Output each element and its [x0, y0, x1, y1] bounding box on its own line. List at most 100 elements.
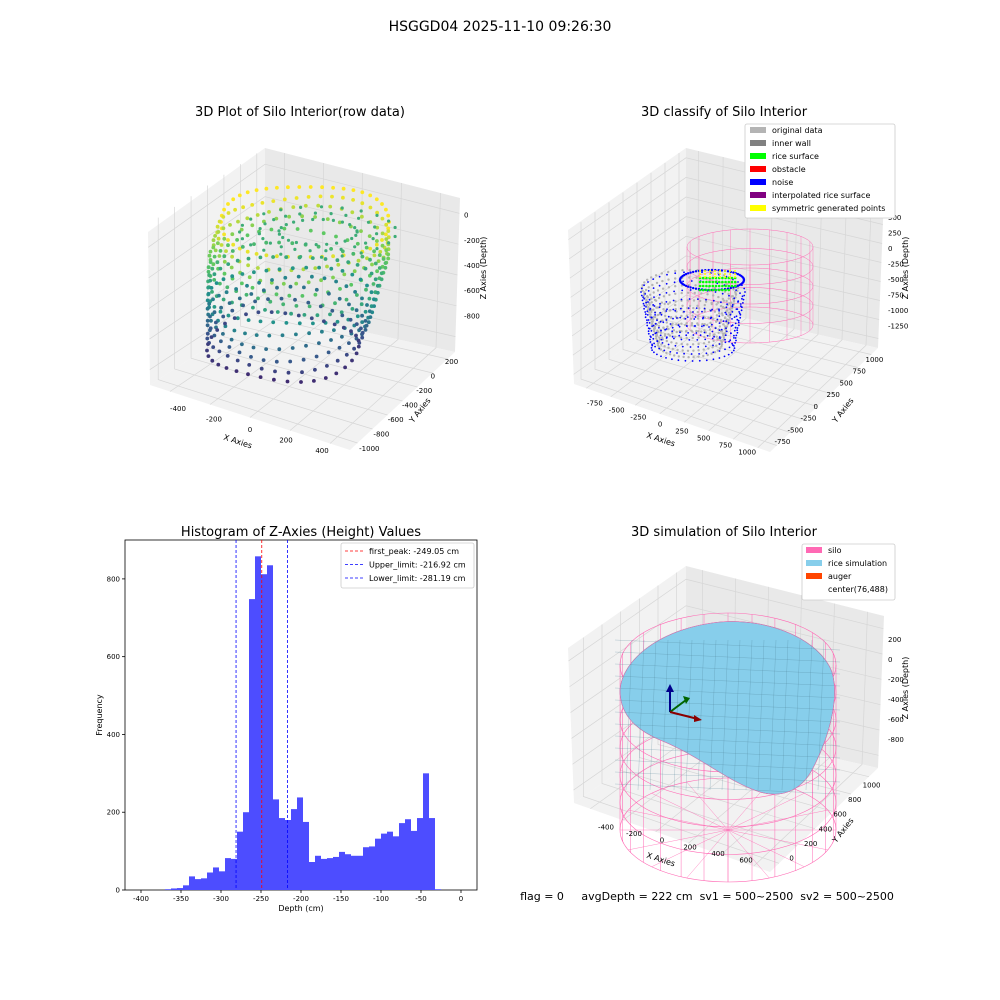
- point-original: [723, 325, 727, 328]
- point-noise: [645, 306, 647, 308]
- point-noise: [705, 359, 708, 362]
- point-rice-surface: [733, 280, 737, 284]
- histogram-bar: [417, 818, 423, 890]
- point-original: [681, 269, 684, 272]
- point-original: [720, 341, 723, 344]
- scatter-point: [312, 379, 316, 383]
- point-noise: [677, 324, 680, 327]
- point-noise: [729, 286, 732, 290]
- point-noise: [705, 352, 708, 355]
- legend-label: original data: [772, 126, 823, 135]
- scatter-point: [363, 328, 368, 332]
- point-noise: [652, 333, 654, 336]
- point-original: [730, 295, 733, 298]
- scatter-point: [217, 254, 222, 258]
- point-noise: [712, 299, 715, 302]
- z-tick-label: -1000: [888, 307, 908, 315]
- scatter-point: [299, 380, 303, 384]
- grid-line-y: [174, 206, 373, 430]
- scatter-point: [226, 238, 230, 242]
- scatter-point: [316, 203, 321, 208]
- x-tick-label: 250: [675, 428, 688, 436]
- point-noise: [652, 324, 655, 327]
- scatter-point: [377, 266, 382, 270]
- point-original: [682, 355, 685, 359]
- scatter-point: [360, 254, 365, 259]
- point-noise: [672, 317, 674, 320]
- surface-mesh-line: [614, 735, 841, 747]
- panel1-points: [205, 185, 397, 384]
- point-noise: [642, 302, 645, 305]
- point-original: [719, 318, 723, 322]
- point-noise: [665, 292, 668, 294]
- scatter-point: [262, 248, 266, 252]
- scatter-point: [279, 252, 283, 256]
- scatter-point: [240, 281, 244, 286]
- scatter-point: [375, 247, 379, 251]
- scatter-point: [353, 245, 357, 249]
- point-original: [652, 308, 655, 311]
- scatter-point: [226, 243, 230, 248]
- scatter-point: [335, 258, 340, 263]
- point-original: [697, 314, 700, 318]
- point-noise: [652, 337, 655, 340]
- point-rice-surface: [727, 284, 731, 288]
- panel2-title: 3D classify of Silo Interior: [641, 105, 808, 120]
- scatter-point: [344, 297, 349, 302]
- point-noise: [692, 311, 694, 313]
- scatter-point: [368, 315, 373, 319]
- point-noise: [719, 337, 721, 339]
- point-original: [732, 288, 735, 291]
- legend-swatch: [806, 547, 822, 553]
- scatter-point: [235, 358, 240, 363]
- cylinder-spoke: [651, 793, 729, 831]
- point-noise: [646, 324, 649, 327]
- point-noise: [690, 353, 693, 355]
- scatter-point: [328, 312, 332, 317]
- point-noise: [711, 323, 713, 326]
- scatter-point: [322, 319, 326, 324]
- point-original: [691, 343, 695, 346]
- point-noise: [732, 349, 735, 352]
- histogram-bar: [351, 855, 357, 890]
- point-noise: [710, 268, 714, 272]
- point-noise: [656, 340, 659, 343]
- point-original: [646, 278, 649, 281]
- point-noise: [671, 326, 674, 329]
- point-rice-surface: [711, 288, 715, 292]
- scatter-point: [236, 219, 240, 224]
- scatter-point: [365, 256, 369, 261]
- point-noise: [658, 293, 661, 296]
- point-noise: [650, 336, 652, 338]
- point-original: [650, 276, 653, 279]
- surface-mesh-line: [733, 639, 741, 791]
- point-original: [698, 307, 701, 310]
- point-noise: [648, 327, 651, 330]
- point-original: [727, 297, 730, 300]
- scatter-point: [380, 238, 384, 242]
- legend-label: center(76,488): [828, 585, 888, 594]
- point-noise: [679, 331, 681, 334]
- scatter-point: [386, 256, 391, 261]
- point-noise: [667, 315, 670, 318]
- point-noise: [665, 319, 668, 321]
- point-noise: [739, 303, 742, 305]
- point-rice-surface: [711, 280, 715, 284]
- scatter-point: [343, 365, 347, 370]
- scatter-point: [352, 269, 357, 274]
- point-original: [719, 304, 723, 308]
- point-noise: [720, 269, 724, 272]
- point-original: [685, 329, 688, 333]
- point-noise: [711, 330, 714, 333]
- point-noise: [724, 341, 727, 344]
- point-original: [659, 331, 663, 334]
- scatter-point: [384, 248, 389, 253]
- point-original: [728, 308, 731, 311]
- grid-line-y: [650, 172, 845, 381]
- point-original: [706, 353, 709, 357]
- point-noise: [656, 353, 658, 356]
- scatter-point: [365, 303, 369, 307]
- grid-line-z: [573, 294, 879, 375]
- point-original: [657, 296, 661, 300]
- scatter-point: [368, 246, 373, 251]
